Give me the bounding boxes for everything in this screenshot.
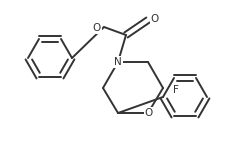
Text: N: N: [114, 57, 122, 67]
Text: O: O: [151, 14, 159, 24]
Text: F: F: [173, 85, 179, 95]
Text: O: O: [145, 108, 153, 118]
Text: O: O: [93, 23, 101, 33]
